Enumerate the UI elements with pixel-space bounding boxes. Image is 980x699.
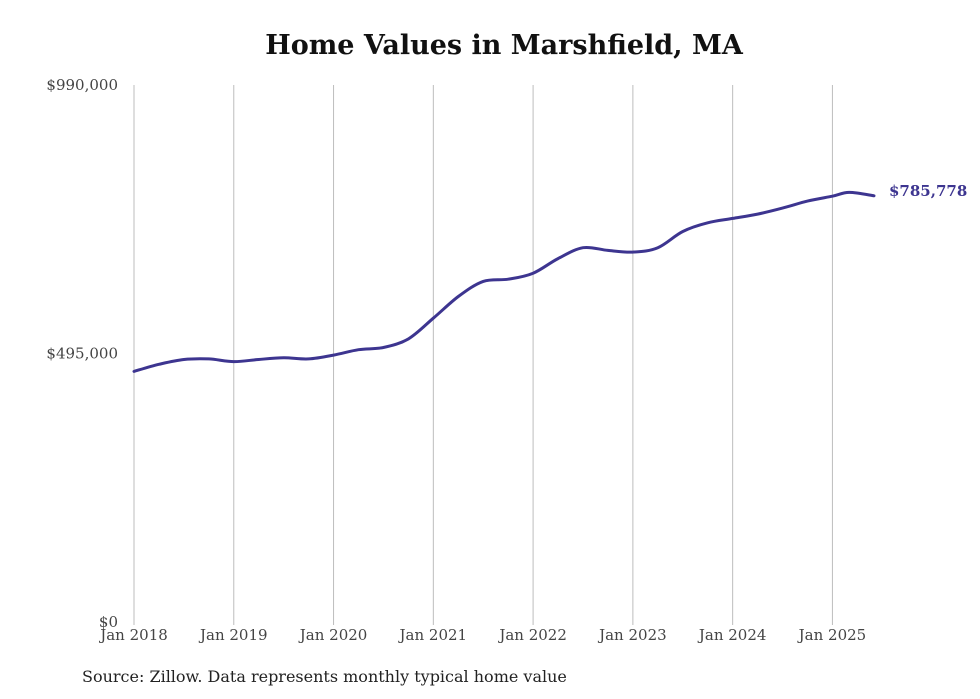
y-tick-label: $990,000 xyxy=(46,76,118,94)
x-tick-label: Jan 2021 xyxy=(398,626,468,644)
grid-lines xyxy=(133,85,833,625)
y-tick-label: $0 xyxy=(99,613,118,631)
series-line-home-value xyxy=(132,190,876,373)
x-tick-label: Jan 2018 xyxy=(98,626,168,644)
x-tick-label: Jan 2020 xyxy=(298,626,368,644)
y-tick-label: $495,000 xyxy=(46,345,118,363)
x-tick-label: Jan 2023 xyxy=(597,626,667,644)
x-tick-label: Jan 2022 xyxy=(497,626,567,644)
chart-title: Home Values in Marshfield, MA xyxy=(265,30,743,61)
x-tick-label: Jan 2025 xyxy=(797,626,867,644)
x-tick-label: Jan 2019 xyxy=(198,626,268,644)
source-note: Source: Zillow. Data represents monthly … xyxy=(82,667,567,686)
series-group xyxy=(132,190,876,373)
end-value-label: $785,778 xyxy=(889,182,967,200)
y-axis-labels: $0 $495,000 $990,000 xyxy=(46,76,118,631)
x-axis-labels: Jan 2018 Jan 2019 Jan 2020 Jan 2021 Jan 2022… xyxy=(98,626,866,644)
x-tick-label: Jan 2024 xyxy=(697,626,767,644)
annotations: $785,778 xyxy=(889,182,967,200)
